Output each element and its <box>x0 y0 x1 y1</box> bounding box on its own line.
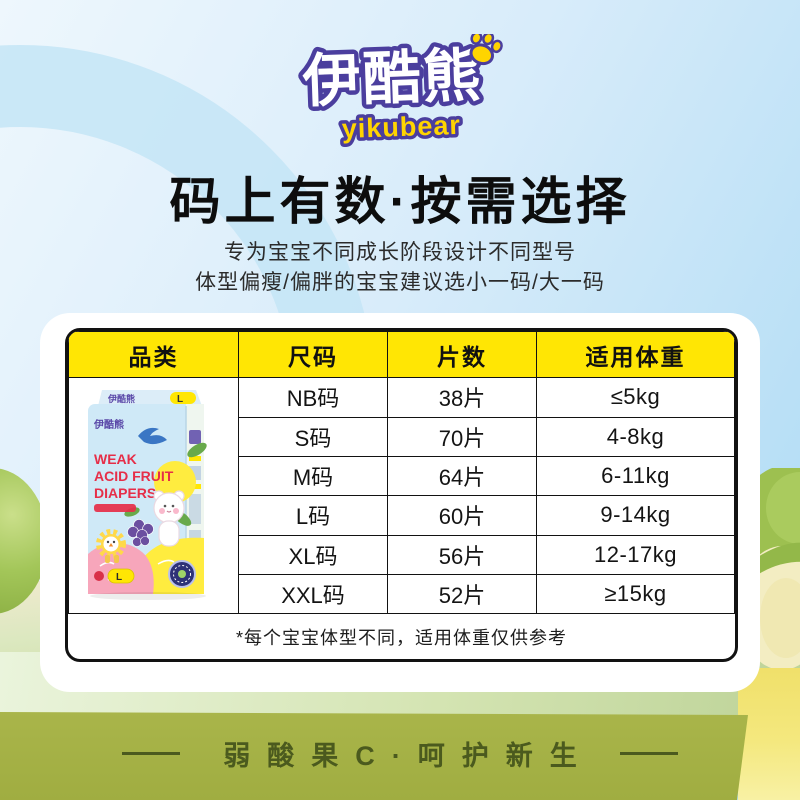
col-header-weight: 适用体重 <box>536 331 735 379</box>
count-cell: 38片 <box>387 377 537 418</box>
slogan-dash-right <box>619 751 678 755</box>
brand-logo-cn: 伊酷熊 <box>301 43 484 114</box>
size-cell: NB码 <box>238 377 388 418</box>
slogan-text: 弱酸果C·呵护新生 <box>223 740 594 771</box>
brand-logo-art: 伊酷熊 yikubear <box>296 31 503 148</box>
package-front-brand: 伊酷熊 <box>93 418 124 431</box>
table-note-row: *每个宝宝体型不同，适用体重仅供参考 <box>68 613 735 659</box>
size-cell: L码 <box>238 495 388 536</box>
brand-logo: 伊酷熊 yikubear <box>0 31 800 157</box>
count-cell: 56片 <box>387 534 537 575</box>
count-cell: 60片 <box>387 495 537 536</box>
size-chart-table-frame: 品类 尺码 片数 适用体重 伊酷熊 L <box>65 328 738 662</box>
package-title-line2: ACID FRUIT <box>94 468 174 484</box>
count-cell: 64片 <box>387 455 537 497</box>
table-row: L码 60片 9-14kg <box>69 495 735 536</box>
weight-cell: 12-17kg <box>536 534 735 575</box>
package-title-line3: DIAPERS <box>94 485 156 501</box>
count-cell: 52片 <box>387 573 537 615</box>
subtitle-line-2: 体型偏瘦/偏胖的宝宝建议选小一码/大一码 <box>195 271 605 294</box>
col-header-category: 品类 <box>68 331 239 379</box>
col-header-size: 尺码 <box>238 331 388 379</box>
table-row: 伊酷熊 L <box>68 377 735 615</box>
size-cell: XL码 <box>238 534 388 575</box>
yellow-podium-block <box>738 668 800 800</box>
size-cell: XXL码 <box>238 573 388 615</box>
package-flap-size-badge: L <box>177 394 183 405</box>
table-header-row: 品类 尺码 片数 适用体重 <box>68 331 735 379</box>
size-cell: S码 <box>238 416 388 457</box>
table-row: XL码 56片 12-17kg <box>69 534 735 575</box>
package-title-line1: WEAK <box>94 451 137 467</box>
package-size-badge: L <box>116 572 122 583</box>
page-title: 码上有数·按需选择 <box>169 173 631 230</box>
count-cell: 70片 <box>387 416 537 457</box>
table-row: XXL码 52片 ≥15kg <box>69 573 735 615</box>
col-header-count: 片数 <box>387 331 537 379</box>
weight-cell: 9-14kg <box>536 495 735 536</box>
size-chart-table: 品类 尺码 片数 适用体重 伊酷熊 L <box>68 331 735 659</box>
brand-logo-en: yikubear <box>341 110 461 144</box>
weight-cell: 6-11kg <box>536 455 735 497</box>
paw-icon <box>469 31 503 66</box>
slogan-dash-left <box>122 751 181 755</box>
bottom-slogan-band: 弱酸果C·呵护新生 <box>0 712 748 800</box>
product-category-cell: 伊酷熊 L <box>68 377 239 615</box>
weight-cell: 4-8kg <box>536 416 735 457</box>
weight-cell: ≤5kg <box>536 377 735 418</box>
size-cell: M码 <box>238 455 388 497</box>
table-row: M码 64片 6-11kg <box>69 455 735 497</box>
size-chart-card: 品类 尺码 片数 适用体重 伊酷熊 L <box>40 313 760 692</box>
table-row: S码 70片 4-8kg <box>69 416 735 457</box>
weight-cell: ≥15kg <box>536 573 735 615</box>
table-note: *每个宝宝体型不同，适用体重仅供参考 <box>68 613 735 659</box>
subtitle-line-1: 专为宝宝不同成长阶段设计不同型号 <box>224 241 576 264</box>
package-flap-brand: 伊酷熊 <box>107 393 135 404</box>
product-package-image: 伊酷熊 L <box>87 389 207 600</box>
